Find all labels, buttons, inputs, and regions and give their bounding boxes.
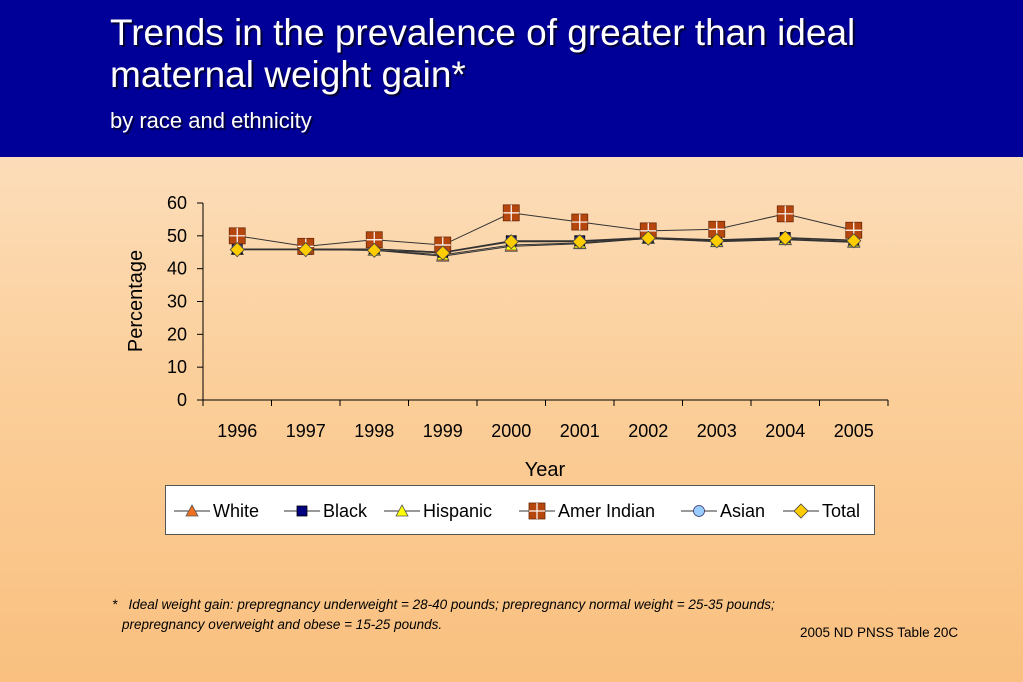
footnote-line-1: Ideal weight gain: prepregnancy underwei… [128,597,775,612]
data-point-total [846,233,862,249]
title-line-2: maternal weight gain* [110,54,466,95]
series-total [229,230,862,261]
series-amer-indian [228,204,863,255]
chart-axes: 0 10 20 30 40 50 60 1996 1997 1998 1999 2000 2001 200… [167,193,889,441]
x-tick-label: 2002 [628,421,668,441]
x-tick-label: 2005 [834,421,874,441]
x-axis-title: Year [525,459,566,480]
data-point-total [298,242,314,258]
y-tick-label: 30 [167,292,187,312]
legend-marker-asian [693,505,705,517]
x-tick-label: 1997 [286,421,326,441]
x-tick-label: 2003 [697,421,737,441]
series-line-amer-indian [237,212,854,247]
legend-swatch-amer-indian [519,502,555,520]
footnote: * Ideal weight gain: prepregnancy underw… [112,595,872,635]
legend-marker-white [185,504,199,517]
data-point-total [640,230,656,246]
x-tick-label: 1998 [354,421,394,441]
data-point-amer-indian [228,227,246,245]
y-tick-label: 50 [167,226,187,246]
legend-swatch-total [783,503,819,519]
y-tick-label: 0 [177,390,187,410]
legend-swatch-asian [681,505,717,517]
data-point-total [503,234,519,250]
series-hispanic [230,231,861,261]
header-banner: Trends in the prevalence of greater than… [0,0,1023,157]
legend-swatch-white [174,504,210,517]
legend-swatch-black [284,505,320,517]
legend-item-total: Total [783,486,860,536]
source-citation: 2005 ND PNSS Table 20C [800,625,959,640]
y-axis-title: Percentage [125,250,147,352]
line-chart: 0 10 20 30 40 50 60 1996 1997 1998 1999 2000 2001 200… [125,193,889,480]
legend-marker-hispanic [395,504,409,517]
footnote-marker: * [112,597,118,612]
data-point-total [777,230,793,246]
y-tick-label: 10 [167,357,187,377]
legend-item-asian: Asian [681,486,765,536]
legend-label: White [213,500,260,521]
chart-legend: White Black Hispanic Amer Indian Asian Total [165,485,875,535]
y-tick-label: 40 [167,259,187,279]
x-tick-label: 2000 [491,421,531,441]
data-point-amer-indian [845,221,863,239]
legend-item-amer-indian: Amer Indian [519,486,655,536]
y-tick-label: 60 [167,193,187,213]
legend-item-black: Black [284,486,367,536]
legend-label: Black [323,500,368,521]
page-title: Trends in the prevalence of greater than… [110,12,990,96]
legend-marker-black [296,505,308,517]
data-point-total [572,234,588,250]
title-line-1: Trends in the prevalence of greater than… [110,12,856,53]
legend-label: Asian [720,500,766,521]
data-point-total [229,242,245,258]
series-line-total [237,237,854,254]
legend-item-hispanic: Hispanic [384,486,492,536]
x-tick-label: 1996 [217,421,257,441]
x-tick-label: 2001 [560,421,600,441]
data-point-total [435,245,451,261]
data-point-amer-indian [365,231,383,249]
chart-series [228,204,863,262]
data-point-total [366,242,382,258]
data-point-amer-indian [502,204,520,222]
legend-marker-total [793,503,809,519]
legend-swatch-hispanic [384,504,420,517]
page-subtitle: by race and ethnicity [110,108,312,133]
data-point-amer-indian [776,205,794,223]
data-point-total [709,233,725,249]
legend-label: Hispanic [423,500,493,521]
legend-label: Total [822,500,861,521]
y-tick-label: 20 [167,324,187,344]
footnote-line-2: prepregnancy overweight and obese = 15-2… [122,617,443,632]
series-white [230,231,861,262]
legend-item-white: White [174,486,259,536]
legend-marker-amer-indian [528,502,546,520]
legend-label: Amer Indian [558,500,656,521]
x-tick-label: 1999 [423,421,463,441]
data-point-amer-indian [571,213,589,231]
x-tick-label: 2004 [765,421,805,441]
